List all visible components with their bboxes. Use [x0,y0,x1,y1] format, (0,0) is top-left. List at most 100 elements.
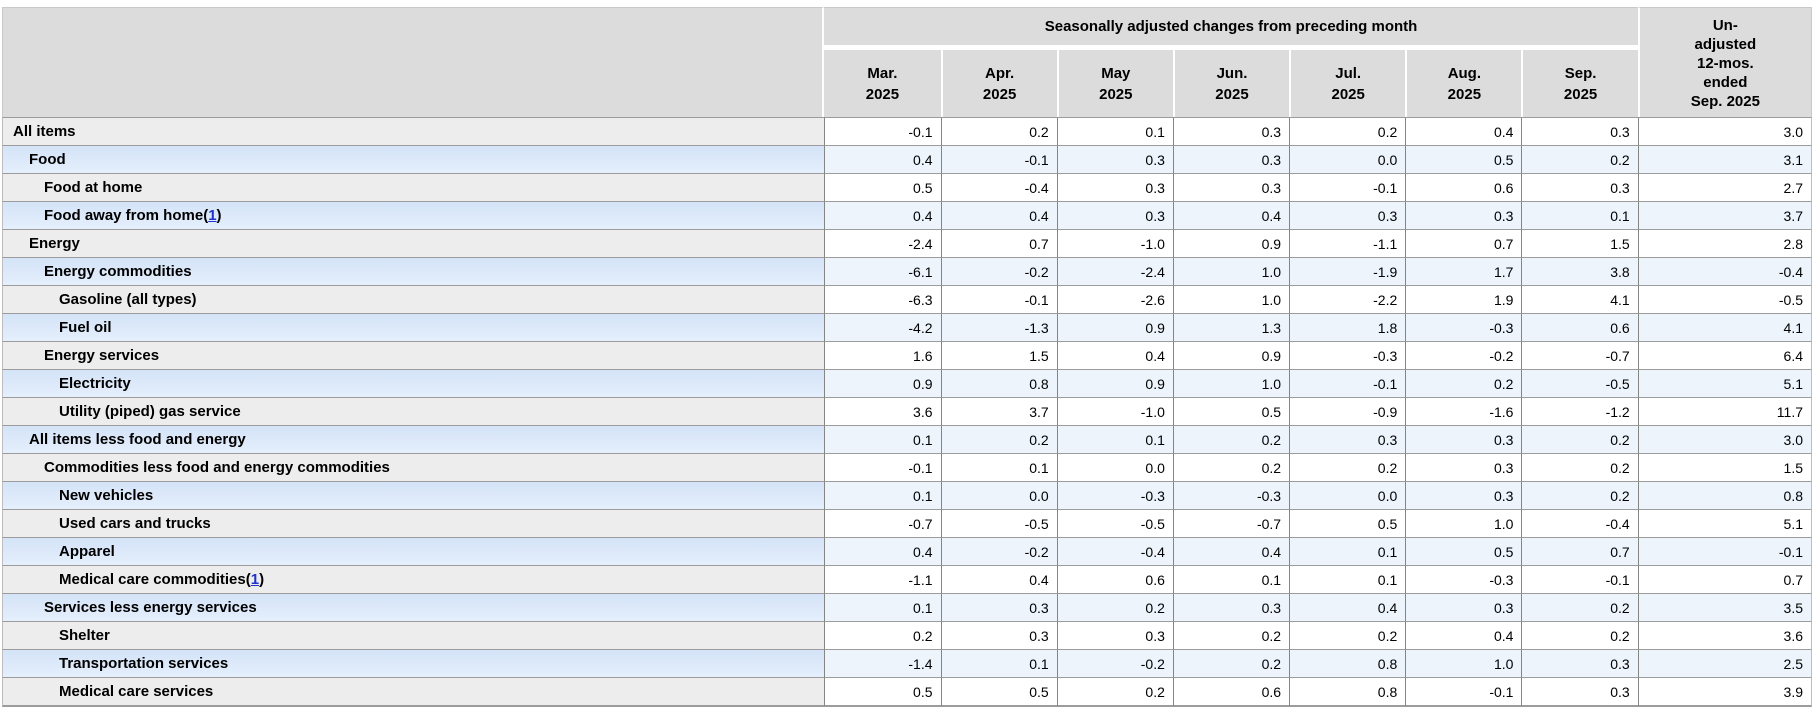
value-cell: 0.2 [940,117,1057,145]
table-row: Commodities less food and energy commodi… [2,453,1812,481]
value-cell: -0.4 [1056,537,1173,565]
value-cell: 0.4 [824,201,941,229]
row-label: Used cars and trucks [2,509,825,537]
cpi-data-table: Seasonally adjusted changes from precedi… [2,7,1812,707]
month-header-sep: Sep. 2025 [1521,50,1638,117]
value-cell-12mo: 3.1 [1637,145,1812,173]
value-cell: -0.7 [824,509,941,537]
value-cell-12mo: 2.8 [1637,229,1812,257]
month-header-row: Mar. 2025 Apr. 2025 May 2025 Jun. 2025 Jul. … [2,50,1812,117]
value-cell: 0.2 [1521,593,1638,621]
value-cell: -0.7 [1521,341,1638,369]
value-cell: 0.4 [1056,341,1173,369]
footnote-paren: ( [203,207,209,224]
value-cell: 0.1 [1289,537,1406,565]
table-row: Food at home 0.5 -0.4 0.3 0.3 -0.1 0.6 0.3 2.7 [2,173,1812,201]
value-cell: 0.1 [1172,565,1290,593]
row-label: Services less energy services [2,593,825,621]
value-cell: -0.1 [940,145,1057,173]
value-cell: 0.1 [940,453,1057,481]
value-cell: -1.1 [824,565,941,593]
footnote-paren: ) [259,571,265,588]
footnote-link[interactable]: 1 [208,207,217,224]
table-row: Apparel 0.4 -0.2 -0.4 0.4 0.1 0.5 0.7 -0.1 [2,537,1812,565]
value-cell: -0.3 [1405,565,1522,593]
value-cell: -2.6 [1056,285,1173,313]
table-row: Shelter 0.2 0.3 0.3 0.2 0.2 0.4 0.2 3.6 [2,621,1812,649]
month-header-may: May 2025 [1056,50,1173,117]
value-cell: 0.5 [1172,397,1290,425]
value-cell: -1.1 [1289,229,1406,257]
value-cell: -0.4 [1521,509,1638,537]
value-cell: -1.4 [824,649,941,677]
table-body: All items -0.1 0.2 0.1 0.3 0.2 0.4 0.3 3.0 Food 0.… [2,117,1812,707]
value-cell: -1.2 [1521,397,1638,425]
value-cell: 0.3 [1521,117,1638,145]
value-cell: 1.3 [1172,313,1290,341]
value-cell: 0.0 [1056,453,1173,481]
table-row: Electricity 0.9 0.8 0.9 1.0 -0.1 0.2 -0.5 5.1 [2,369,1812,397]
value-cell: 0.5 [824,173,941,201]
value-cell: 0.4 [1172,201,1290,229]
value-cell: 1.0 [1172,285,1290,313]
value-cell: 1.6 [824,341,941,369]
row-label: New vehicles [2,481,825,509]
value-cell: 0.4 [1405,117,1522,145]
value-cell: 0.3 [1172,117,1290,145]
value-cell: -1.3 [940,313,1057,341]
value-cell-12mo: -0.4 [1637,257,1812,285]
value-cell: 0.3 [1056,201,1173,229]
value-cell: 0.1 [824,481,941,509]
value-cell: -0.3 [1405,313,1522,341]
value-cell-12mo: 3.0 [1637,117,1812,145]
value-cell: 0.5 [824,677,941,707]
value-cell-12mo: 3.5 [1637,593,1812,621]
table-row: Transportation services -1.4 0.1 -0.2 0.2 0.8… [2,649,1812,677]
row-label: Transportation services [2,649,825,677]
month-header-apr: Apr. 2025 [940,50,1057,117]
value-cell: 0.0 [940,481,1057,509]
value-cell: -2.4 [1056,257,1173,285]
value-cell: 0.3 [1172,593,1290,621]
value-cell: 3.7 [940,397,1057,425]
month-header-jul: Jul. 2025 [1289,50,1406,117]
value-cell: 0.9 [1056,369,1173,397]
value-cell: 0.8 [940,369,1057,397]
value-cell: 0.3 [1056,173,1173,201]
value-cell: 0.3 [1172,173,1290,201]
value-cell: -0.1 [1289,173,1406,201]
row-label: Energy commodities [2,257,825,285]
unadjusted-12mo-header: Un- adjusted 12-mos. ended Sep. 2025 [1637,7,1812,117]
value-cell: -0.5 [1521,369,1638,397]
month-header-mar: Mar. 2025 [824,50,941,117]
table-row: Medical care commodities(1) -1.1 0.4 0.6 0.1… [2,565,1812,593]
row-label: Apparel [2,537,825,565]
value-cell: 0.6 [1405,173,1522,201]
value-cell: 0.2 [1172,649,1290,677]
value-cell: 0.3 [1521,677,1638,707]
value-cell: 0.3 [1521,173,1638,201]
footnote-link[interactable]: 1 [250,571,260,588]
value-cell: 0.3 [1521,649,1638,677]
month-header-jun: Jun. 2025 [1172,50,1290,117]
value-cell: 0.1 [1289,565,1406,593]
value-cell: 0.6 [1172,677,1290,707]
value-cell: 0.8 [1289,649,1406,677]
value-cell: 1.8 [1289,313,1406,341]
row-label: Medical care services [2,677,825,707]
footnote-paren: ( [245,571,251,588]
value-cell: -0.2 [1405,341,1522,369]
value-cell: 0.2 [1289,621,1406,649]
value-cell-12mo: 3.7 [1637,201,1812,229]
value-cell: -0.1 [824,453,941,481]
value-cell-12mo: 4.1 [1637,313,1812,341]
value-cell: -0.1 [940,285,1057,313]
value-cell: 0.2 [1521,145,1638,173]
value-cell: 0.4 [824,145,941,173]
value-cell: 0.2 [1521,621,1638,649]
value-cell: 0.2 [824,621,941,649]
table-row: Fuel oil -4.2 -1.3 0.9 1.3 1.8 -0.3 0.6 4.1 [2,313,1812,341]
value-cell: 0.1 [1521,201,1638,229]
value-cell: 0.5 [1289,509,1406,537]
value-cell: 0.3 [1405,481,1522,509]
